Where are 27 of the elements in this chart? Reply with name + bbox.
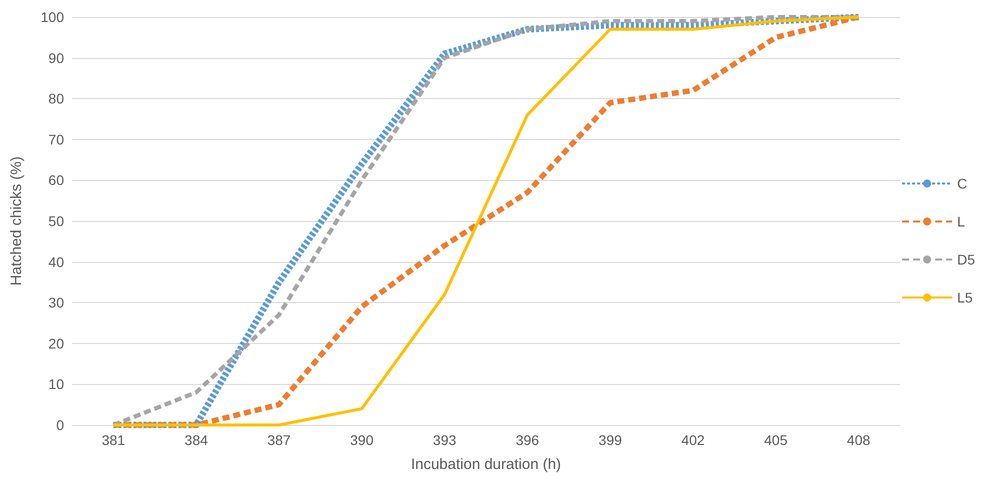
y-tick-label: 60	[48, 172, 64, 188]
y-tick-label: 50	[48, 213, 64, 229]
legend-label: D5	[957, 252, 976, 268]
x-tick-label: 381	[102, 432, 126, 448]
y-tick-label: 10	[48, 376, 64, 392]
x-tick-label: 405	[764, 432, 788, 448]
y-tick-label: 80	[48, 90, 64, 107]
y-axis-title: Hatched chicks (%)	[8, 156, 25, 286]
x-tick-label: 408	[846, 432, 870, 448]
x-tick-label: 399	[598, 432, 622, 448]
x-tick-label: 390	[350, 432, 374, 448]
x-tick-label: 396	[516, 432, 540, 448]
y-tick-label: 90	[48, 50, 64, 66]
legend-label: C	[957, 176, 968, 192]
y-tick-label: 70	[48, 131, 64, 148]
legend-label: L	[957, 214, 966, 230]
x-tick-label: 384	[184, 432, 208, 448]
y-tick-label: 20	[48, 335, 64, 352]
legend-label: L5	[957, 290, 973, 306]
y-tick-label: 100	[40, 9, 64, 25]
y-tick-label: 30	[48, 294, 64, 311]
x-tick-label: 402	[681, 432, 705, 448]
x-tick-label: 387	[267, 432, 291, 448]
x-axis-title: Incubation duration (h)	[410, 456, 562, 473]
y-tick-label: 40	[48, 254, 64, 270]
y-tick-label: 0	[56, 417, 64, 433]
x-tick-label: 393	[432, 432, 456, 448]
